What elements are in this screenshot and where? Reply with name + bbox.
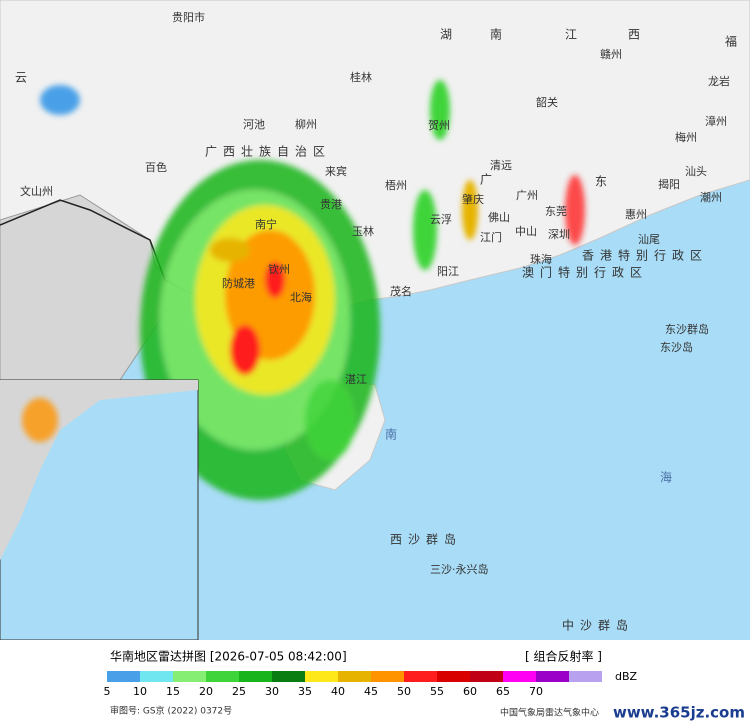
legend-tick-label: 35 bbox=[298, 685, 312, 698]
place-label: 茂名 bbox=[390, 284, 412, 298]
place-label: 肇庆 bbox=[462, 192, 484, 206]
legend-swatch bbox=[470, 671, 503, 682]
place-label: 东沙岛 bbox=[660, 340, 693, 354]
place-label: 漳州 bbox=[705, 114, 727, 128]
place-label: 来宾 bbox=[325, 164, 347, 178]
place-label: 赣州 bbox=[600, 47, 622, 61]
place-label: 南宁 bbox=[255, 217, 277, 231]
legend-swatch bbox=[173, 671, 206, 682]
place-label: 中山 bbox=[515, 225, 537, 238]
legend-tick-label: 55 bbox=[430, 685, 444, 698]
place-label: 贵港 bbox=[320, 198, 342, 211]
place-label: 香港特别行政区 bbox=[582, 248, 708, 263]
place-label: 广西壮族自治区 bbox=[205, 145, 331, 159]
legend-tick-label: 60 bbox=[463, 685, 477, 698]
place-label: 广州 bbox=[516, 189, 538, 202]
place-label: 桂林 bbox=[350, 70, 372, 84]
place-label: 中沙群岛 bbox=[562, 618, 634, 633]
legend-tick-label: 50 bbox=[397, 685, 411, 698]
place-label: 惠州 bbox=[625, 207, 647, 221]
radar-echo bbox=[40, 80, 585, 500]
place-label: 湛江 bbox=[345, 373, 367, 386]
legend-tick-label: 25 bbox=[232, 685, 246, 698]
place-label: 钦州 bbox=[268, 263, 290, 276]
place-label: 深圳 bbox=[548, 228, 570, 241]
unit: dBZ bbox=[615, 670, 638, 683]
legend-swatch bbox=[338, 671, 371, 682]
place-label: 汕头 bbox=[685, 165, 707, 178]
place-label: 清远 bbox=[490, 159, 512, 172]
legend-swatch bbox=[107, 671, 140, 682]
place-label: 北海 bbox=[290, 290, 312, 304]
place-label: 珠海 bbox=[530, 252, 552, 266]
place-label: 潮州 bbox=[700, 190, 722, 204]
place-label: 三沙·永兴岛 bbox=[430, 562, 489, 576]
legend-swatch bbox=[140, 671, 173, 682]
legend-swatch bbox=[404, 671, 437, 682]
place-label: 柳州 bbox=[295, 117, 317, 131]
place-label: 河池 bbox=[243, 118, 265, 131]
legend-tick-label: 20 bbox=[199, 685, 213, 698]
center: 中国气象局雷达气象中心 bbox=[500, 707, 599, 719]
legend-tick-label: 45 bbox=[364, 685, 378, 698]
inset-echo bbox=[22, 398, 58, 442]
legend-tick-label: 15 bbox=[166, 685, 180, 698]
title: 华南地区雷达拼图 [2026-07-05 08:42:00] bbox=[110, 649, 347, 664]
place-label: 江门 bbox=[480, 230, 502, 244]
place-label: 贺州 bbox=[428, 119, 450, 132]
product: [ 组合反射率 ] bbox=[525, 649, 602, 664]
place-label: 福 bbox=[725, 34, 743, 49]
place-label: 南 bbox=[385, 427, 405, 442]
place-label: 文山州 bbox=[20, 184, 53, 198]
legend-tick-label: 5 bbox=[104, 685, 111, 698]
place-label: 龙岩 bbox=[708, 74, 730, 88]
legend-swatch bbox=[272, 671, 305, 682]
place-label: 百色 bbox=[145, 160, 167, 174]
place-label: 西沙群岛 bbox=[390, 532, 462, 547]
place-label: 贵阳市 bbox=[172, 10, 205, 24]
legend-swatch bbox=[371, 671, 404, 682]
place-label: 防城港 bbox=[222, 276, 255, 290]
legend-tick-label: 65 bbox=[496, 685, 510, 698]
legend-tick-label: 70 bbox=[529, 685, 543, 698]
legend-swatch bbox=[305, 671, 338, 682]
place-label: 东 bbox=[595, 175, 613, 189]
place-label: 海 bbox=[660, 470, 680, 485]
place-label: 梧州 bbox=[385, 178, 407, 192]
place-label: 汕尾 bbox=[638, 233, 660, 246]
legend-swatch bbox=[536, 671, 569, 682]
place-label: 东沙群岛 bbox=[665, 322, 709, 336]
place-label: 玉林 bbox=[352, 224, 374, 238]
place-label: 江 bbox=[565, 28, 583, 42]
watermark: www.365jz.com bbox=[613, 704, 745, 722]
legend-tick-label: 10 bbox=[133, 685, 147, 698]
place-label: 澳门特别行政区 bbox=[522, 265, 648, 280]
legend-swatch bbox=[239, 671, 272, 682]
place-label: 南 bbox=[490, 27, 508, 42]
place-label: 东莞 bbox=[545, 205, 567, 218]
legend-tick-label: 40 bbox=[331, 685, 345, 698]
legend-swatch bbox=[437, 671, 470, 682]
legend-swatch bbox=[206, 671, 239, 682]
place-label: 西 bbox=[628, 28, 646, 42]
place-label: 广 bbox=[480, 173, 498, 187]
legend-tick-label: 30 bbox=[265, 685, 279, 698]
legend-swatch bbox=[569, 671, 602, 682]
place-label: 揭阳 bbox=[658, 177, 680, 191]
legend-swatch bbox=[503, 671, 536, 682]
place-label: 韶关 bbox=[536, 95, 558, 109]
place-label: 阳江 bbox=[437, 265, 459, 278]
place-label: 云 bbox=[15, 71, 33, 85]
place-label: 佛山 bbox=[488, 211, 510, 224]
place-label: 云浮 bbox=[430, 213, 452, 226]
place-label: 湖 bbox=[440, 27, 458, 42]
approval: 审图号: GS京 (2022) 0372号 bbox=[110, 705, 232, 717]
place-label: 梅州 bbox=[675, 130, 697, 144]
legend-panel bbox=[0, 640, 750, 727]
